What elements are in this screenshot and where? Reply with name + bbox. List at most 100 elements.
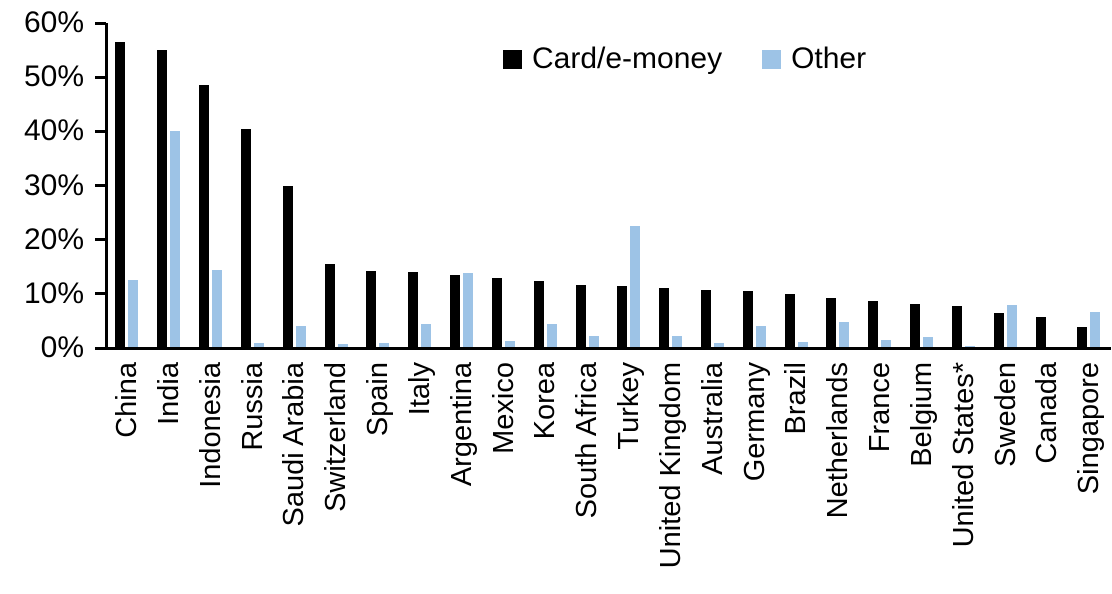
x-category-label: Spain bbox=[362, 362, 394, 437]
x-category-label: Germany bbox=[738, 362, 771, 482]
bar-other bbox=[253, 342, 264, 348]
legend-item-card: Card/e-money bbox=[503, 44, 722, 74]
bar-card-emoney bbox=[157, 50, 168, 348]
bar-other bbox=[546, 323, 557, 348]
bar-other bbox=[504, 341, 515, 348]
bar-group bbox=[315, 23, 357, 348]
bar-other bbox=[839, 322, 850, 348]
bar-other bbox=[755, 326, 766, 348]
bar-group bbox=[441, 23, 483, 348]
x-category-label: Saudi Arabia bbox=[278, 362, 311, 527]
bar-group bbox=[984, 23, 1026, 348]
x-category-label: India bbox=[152, 362, 185, 425]
bar-group bbox=[692, 23, 734, 348]
bar-other bbox=[797, 341, 808, 348]
x-category-label: Mexico bbox=[487, 362, 520, 454]
bar-other bbox=[212, 269, 223, 348]
bar-other bbox=[672, 335, 683, 348]
y-tick-label: 30% bbox=[23, 168, 84, 202]
bar-card-emoney bbox=[199, 85, 210, 348]
x-category-label: Turkey bbox=[613, 362, 645, 450]
x-category-label: China bbox=[111, 362, 143, 438]
bar-group bbox=[1068, 23, 1110, 348]
bar-card-emoney bbox=[659, 288, 670, 348]
bar-other bbox=[881, 339, 892, 348]
y-tick-mark bbox=[95, 184, 106, 187]
y-tick-label: 40% bbox=[23, 114, 84, 148]
bar-group bbox=[608, 23, 650, 348]
bar-other bbox=[588, 335, 599, 348]
bar-card-emoney bbox=[240, 128, 251, 348]
bar-other bbox=[1090, 312, 1101, 348]
bar-card-emoney bbox=[951, 305, 962, 348]
bar-other bbox=[337, 343, 348, 348]
bar-other bbox=[964, 345, 975, 348]
bar-card-emoney bbox=[491, 278, 502, 348]
x-category-label: Australia bbox=[696, 362, 729, 475]
card-series-swatch bbox=[503, 49, 522, 69]
bar-other bbox=[714, 342, 724, 348]
bar-card-emoney bbox=[1035, 316, 1046, 348]
bar-card-emoney bbox=[826, 298, 837, 348]
y-tick-label: 0% bbox=[40, 331, 84, 364]
x-category-label: Belgium bbox=[905, 362, 938, 467]
bar-group bbox=[650, 23, 692, 348]
x-category-label: France bbox=[864, 362, 896, 453]
bar-other bbox=[295, 326, 306, 348]
bar-other bbox=[630, 226, 641, 348]
x-axis-labels: China India Indonesia Russia Saudi Arabia Swi… bbox=[106, 362, 1110, 594]
bar-group bbox=[1026, 23, 1068, 348]
bar-card-emoney bbox=[993, 313, 1004, 348]
bar-other bbox=[923, 337, 934, 348]
bar-other bbox=[170, 131, 181, 348]
bar-group bbox=[273, 23, 315, 348]
y-tick-label: 20% bbox=[23, 222, 84, 256]
bar-card-emoney bbox=[742, 291, 753, 348]
bar-group bbox=[733, 23, 775, 348]
bar-group bbox=[524, 23, 566, 348]
x-category-label: United States* bbox=[947, 362, 980, 548]
x-category-label: Singapore bbox=[1073, 362, 1106, 495]
x-category-label: South Africa bbox=[571, 362, 604, 519]
x-category-label: Netherlands bbox=[822, 362, 855, 519]
legend: Card/e-money Other bbox=[503, 44, 866, 74]
legend-other-label: Other bbox=[791, 42, 867, 75]
y-tick-label: 50% bbox=[23, 60, 84, 94]
bar-card-emoney bbox=[575, 284, 586, 348]
bar-group bbox=[775, 23, 817, 348]
bar-card-emoney bbox=[282, 185, 293, 348]
bar-card-emoney bbox=[1077, 327, 1088, 348]
other-series-swatch bbox=[762, 49, 782, 69]
x-category-label: Brazil bbox=[780, 362, 813, 435]
bar-card-emoney bbox=[910, 303, 921, 348]
bar-other bbox=[421, 323, 432, 348]
x-category-label: Argentina bbox=[445, 362, 478, 487]
x-category-label: Indonesia bbox=[194, 362, 227, 488]
bar-group bbox=[190, 23, 232, 348]
bar-group bbox=[901, 23, 943, 348]
x-category-label: Russia bbox=[236, 362, 269, 451]
bar-group bbox=[106, 23, 148, 348]
x-axis-line bbox=[104, 347, 1111, 350]
bar-group bbox=[482, 23, 524, 348]
plot-area bbox=[106, 23, 1110, 348]
x-category-label: Switzerland bbox=[320, 362, 353, 512]
bar-card-emoney bbox=[366, 271, 377, 348]
bar-card-emoney bbox=[408, 272, 419, 348]
bar-group bbox=[943, 23, 985, 348]
y-tick-mark bbox=[95, 292, 106, 296]
x-category-label: Italy bbox=[403, 362, 436, 416]
y-tick-mark bbox=[95, 21, 106, 25]
bar-card-emoney bbox=[324, 264, 335, 348]
y-tick-label: 60% bbox=[23, 6, 84, 39]
x-category-label: Sweden bbox=[989, 362, 1022, 467]
bar-card-emoney bbox=[115, 42, 126, 348]
bar-card-emoney bbox=[784, 293, 795, 348]
y-tick-mark bbox=[95, 238, 106, 242]
bar-group bbox=[399, 23, 441, 348]
bar-card-emoney bbox=[450, 275, 461, 348]
x-category-label: United Kingdom bbox=[654, 362, 687, 569]
x-category-label: Korea bbox=[529, 362, 562, 440]
y-tick-mark bbox=[95, 75, 106, 79]
bar-card-emoney bbox=[617, 285, 628, 348]
